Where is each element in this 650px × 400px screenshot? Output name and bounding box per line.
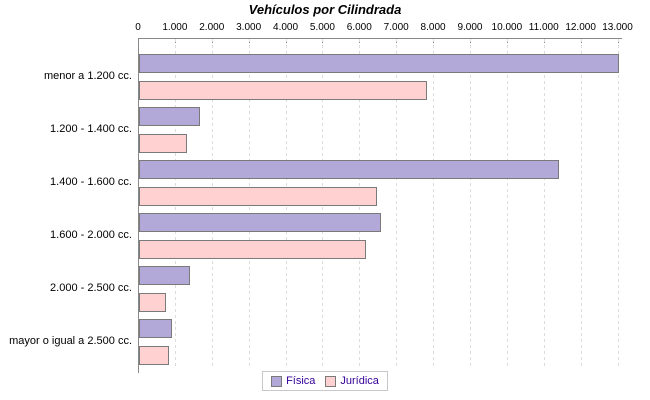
bar-jurídica (139, 240, 366, 259)
legend-label: Jurídica (340, 375, 379, 387)
legend: Física Jurídica (0, 371, 650, 391)
x-axis-tick-label: 2.000 (199, 22, 225, 33)
bar-jurídica (139, 346, 169, 365)
bar-física (139, 160, 559, 179)
gridline (433, 39, 435, 368)
x-axis-tick-label: 9.000 (457, 22, 483, 33)
category-label: 1.600 - 2.000 cc. (50, 229, 132, 241)
x-axis-tick-label: 0 (135, 22, 141, 33)
x-axis-tick-label: 8.000 (420, 22, 446, 33)
bar-jurídica (139, 134, 187, 153)
legend-swatch-icon (325, 375, 337, 387)
legend-label: Física (286, 375, 316, 387)
legend-item-física: Física (271, 375, 315, 387)
x-axis-tick-label: 4.000 (273, 22, 299, 33)
x-axis-tick-label: 7.000 (383, 22, 409, 33)
bar-física (139, 319, 172, 338)
x-axis-tick-label: 3.000 (236, 22, 262, 33)
x-axis-tick-label: 12.000 (565, 22, 596, 33)
bar-jurídica (139, 187, 377, 206)
gridline (396, 39, 398, 368)
bar-física (139, 213, 381, 232)
x-axis-tick-label: 11.000 (528, 22, 559, 33)
gridline (617, 39, 619, 368)
x-axis-tick-label: 5.000 (309, 22, 335, 33)
gridline (580, 39, 582, 368)
chart-title: Vehículos por Cilindrada (248, 2, 402, 17)
category-label: mayor o igual a 2.500 cc. (9, 335, 132, 347)
legend-item-jurídica: Jurídica (325, 375, 379, 387)
gridline (469, 39, 471, 368)
x-axis-line (138, 38, 622, 39)
gridline (543, 39, 545, 368)
x-axis-tick-label: 6.000 (346, 22, 372, 33)
x-axis-tick-label: 13.000 (602, 22, 633, 33)
category-label: 1.400 - 1.600 cc. (50, 176, 132, 188)
x-axis-tick (138, 38, 139, 43)
x-axis-tick-label: 1.000 (162, 22, 188, 33)
category-label: menor a 1.200 cc. (43, 70, 132, 82)
bar-física (139, 266, 190, 285)
category-label: 2.000 - 2.500 cc. (50, 282, 132, 294)
bar-jurídica (139, 81, 427, 100)
legend-swatch-icon (271, 375, 283, 387)
bar-física (139, 107, 200, 126)
category-label: 1.200 - 1.400 cc. (50, 123, 132, 135)
bar-física (139, 54, 619, 73)
gridline (506, 39, 508, 368)
x-axis-tick-label: 10.000 (491, 22, 523, 33)
legend-box: Física Jurídica (262, 371, 388, 391)
y-axis-line (138, 38, 139, 373)
bar-jurídica (139, 293, 166, 312)
